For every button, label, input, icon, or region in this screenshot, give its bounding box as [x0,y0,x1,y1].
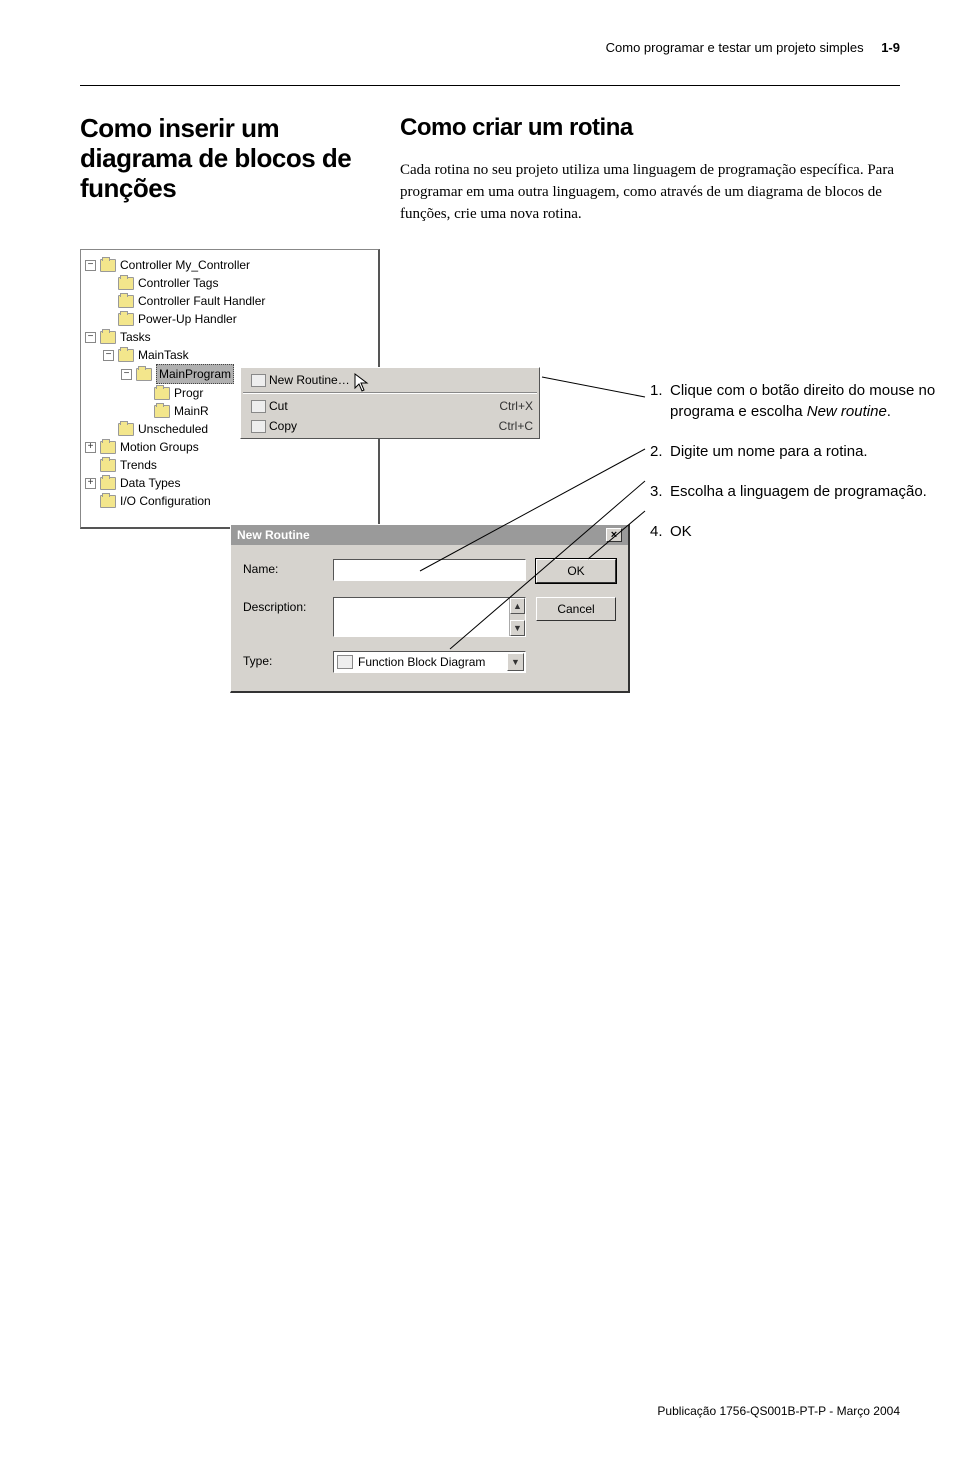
type-label: Type: [243,651,323,668]
ok-label: OK [567,564,584,578]
menu-separator [243,392,537,394]
callout-2: 2. Digite um nome para a rotina. [650,442,960,462]
cursor-icon [354,373,370,393]
subsection-title: Como criar um rotina [400,114,900,142]
header-rule [80,85,900,86]
type-value: Function Block Diagram [358,655,485,669]
menu-item-new-routine[interactable]: New Routine… [243,370,537,390]
tree-item-maintask[interactable]: MainTask [138,346,189,364]
context-menu: New Routine… Cut Ctrl+X Copy Ctrl+C [240,367,540,439]
cancel-label: Cancel [557,602,594,616]
dialog-title: New Routine [237,528,310,542]
running-head: Como programar e testar um projeto simpl… [80,40,900,55]
menu-shortcut: Ctrl+C [499,419,533,433]
new-routine-icon [251,374,266,387]
scrollbar[interactable]: ▲▼ [509,598,525,636]
page-number: 1-9 [881,40,900,55]
callout-4: 4. OK [650,522,960,542]
tree-item[interactable]: Controller Fault Handler [138,292,265,310]
callout-number: 2. [650,442,670,462]
chevron-down-icon[interactable]: ▼ [507,653,524,671]
menu-item-copy[interactable]: Copy Ctrl+C [243,416,537,436]
ok-button[interactable]: OK [536,559,616,583]
fbd-icon [337,655,353,669]
callout-1: 1. Clique com o botão direito do mouse n… [650,381,960,422]
callout-number: 3. [650,482,670,502]
copy-icon [251,420,266,433]
cancel-button[interactable]: Cancel [536,597,616,621]
tree-item[interactable]: Controller Tags [138,274,218,292]
tree-root[interactable]: Controller My_Controller [120,256,250,274]
name-label: Name: [243,559,323,576]
tree-item[interactable]: MainR [174,402,209,420]
callout-number: 1. [650,381,670,422]
tree-item-mainprogram[interactable]: MainProgram [156,364,234,384]
footer-publication: Publicação 1756-QS001B-PT-P - Março 2004 [657,1404,900,1418]
description-input[interactable]: ▲▼ [333,597,526,637]
cut-icon [251,400,266,413]
scroll-down-icon[interactable]: ▼ [510,620,525,636]
menu-shortcut: Ctrl+X [499,399,533,413]
tree-item-tasks[interactable]: Tasks [120,328,151,346]
callout-number: 4. [650,522,670,542]
dialog-titlebar[interactable]: New Routine × [231,525,628,545]
section-title: Como inserir um diagrama de blocos de fu… [80,114,370,204]
callout-3: 3. Escolha a linguagem de programação. [650,482,960,502]
name-input[interactable] [333,559,526,581]
tree-item[interactable]: Power-Up Handler [138,310,237,328]
type-combo[interactable]: Function Block Diagram ▼ [333,651,526,673]
tree-item[interactable]: Unscheduled [138,420,208,438]
tree-item[interactable]: I/O Configuration [120,492,211,510]
callout-text: Escolha a linguagem de programação. [670,482,927,502]
menu-label: New Routine… [269,373,533,387]
callout-text: Digite um nome para a rotina. [670,442,868,462]
close-icon: × [611,529,617,541]
menu-label: Copy [269,419,499,433]
intro-paragraph: Cada rotina no seu projeto utiliza uma l… [400,160,900,225]
close-button[interactable]: × [606,528,622,542]
callout-text: Clique com o botão direito do mouse no p… [670,381,960,422]
tree-item[interactable]: Progr [174,384,203,402]
scroll-up-icon[interactable]: ▲ [510,598,525,614]
tree-item[interactable]: Trends [120,456,157,474]
callout-text: OK [670,522,692,542]
menu-label: Cut [269,399,499,413]
description-label: Description: [243,597,323,614]
new-routine-dialog: New Routine × Name: OK Description: ▲▼ C… [230,524,630,693]
tree-item[interactable]: Motion Groups [120,438,199,456]
menu-item-cut[interactable]: Cut Ctrl+X [243,396,537,416]
tree-item[interactable]: Data Types [120,474,180,492]
running-head-text: Como programar e testar um projeto simpl… [606,40,864,55]
